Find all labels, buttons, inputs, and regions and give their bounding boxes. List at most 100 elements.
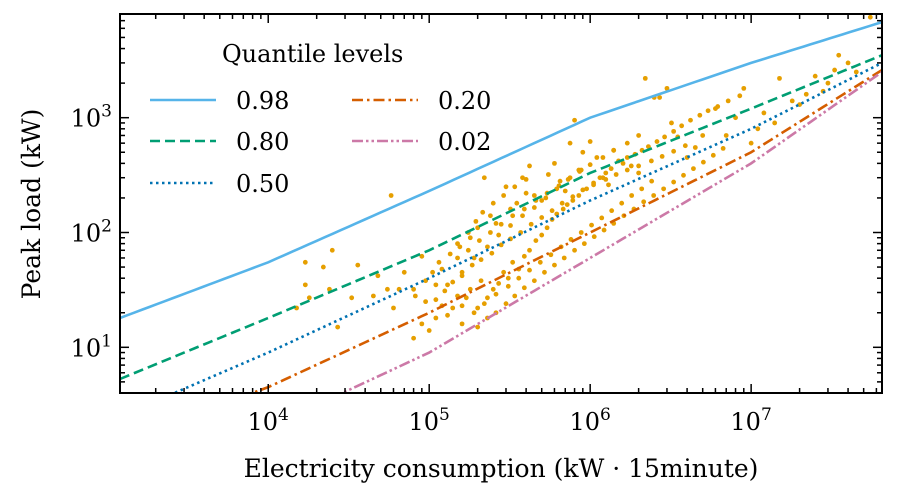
scatter-point bbox=[597, 175, 603, 181]
scatter-point bbox=[624, 140, 630, 146]
scatter-point bbox=[496, 232, 502, 238]
scatter-point bbox=[688, 117, 693, 123]
scatter-point bbox=[510, 213, 516, 219]
legend-label-q20: 0.20 bbox=[438, 87, 491, 115]
scatter-point bbox=[459, 321, 465, 327]
scatter-point bbox=[705, 108, 711, 114]
scatter-point bbox=[562, 188, 568, 194]
scatter-point bbox=[619, 200, 625, 206]
scatter-point bbox=[520, 213, 525, 219]
scatter-point bbox=[426, 328, 432, 333]
scatter-point bbox=[475, 305, 481, 311]
scatter-point bbox=[697, 112, 703, 118]
scatter-point bbox=[419, 253, 425, 259]
scatter-point bbox=[473, 218, 479, 224]
scatter-point bbox=[578, 167, 584, 173]
scatter-point bbox=[521, 253, 527, 259]
scatter-point bbox=[581, 241, 587, 247]
scatter-point bbox=[478, 257, 484, 263]
scatter-point bbox=[825, 80, 831, 86]
x-tick-label: 107 bbox=[730, 405, 771, 436]
scatter-point bbox=[608, 166, 614, 172]
scatter-point bbox=[591, 182, 596, 188]
scatter-point bbox=[436, 259, 442, 265]
scatter-point bbox=[812, 73, 818, 79]
scatter-point bbox=[445, 312, 450, 318]
scatter-point bbox=[567, 140, 573, 146]
scatter-point bbox=[433, 297, 439, 303]
scatter-point bbox=[349, 295, 355, 301]
scatter-point bbox=[329, 247, 335, 253]
scatter-point bbox=[457, 244, 463, 250]
scatter-point bbox=[603, 177, 609, 182]
scatter-point bbox=[591, 234, 597, 240]
scatter-point bbox=[485, 295, 490, 301]
x-tick-labels: 104 105 106 107 bbox=[248, 405, 772, 436]
scatter-point bbox=[572, 247, 577, 253]
scatter-point bbox=[544, 225, 550, 231]
scatter-point bbox=[642, 75, 648, 81]
scatter-point bbox=[636, 133, 642, 138]
scatter-point bbox=[335, 324, 341, 330]
x-axis-label: Electricity consumption (kW · 15minute) bbox=[244, 454, 759, 483]
scatter-point bbox=[521, 285, 527, 291]
scatter-point bbox=[803, 91, 809, 97]
scatter-point bbox=[853, 69, 859, 75]
scatter-point bbox=[761, 110, 767, 116]
scatter-point bbox=[628, 163, 634, 169]
scatter-point bbox=[576, 193, 582, 198]
scatter-point bbox=[527, 247, 532, 253]
scatter-point bbox=[542, 269, 547, 275]
x-tick-label: 106 bbox=[570, 405, 611, 436]
scatter-point bbox=[445, 282, 450, 288]
scatter-point bbox=[662, 134, 667, 140]
scatter-point bbox=[533, 238, 539, 244]
scatter-point bbox=[430, 269, 436, 275]
scatter-point bbox=[691, 166, 696, 172]
scatter-point bbox=[681, 172, 686, 178]
scatter-point bbox=[531, 278, 537, 284]
scatter-point bbox=[521, 206, 527, 212]
scatter-point bbox=[624, 167, 630, 173]
scatter-point bbox=[636, 170, 642, 176]
scatter-point bbox=[442, 288, 448, 294]
scatter-point bbox=[548, 252, 554, 258]
scatter-point bbox=[355, 262, 361, 268]
scatter-point bbox=[671, 179, 677, 185]
scatter-point bbox=[552, 160, 557, 166]
scatter-point bbox=[845, 60, 851, 66]
scatter-point bbox=[480, 209, 486, 215]
scatter-point bbox=[557, 178, 563, 184]
y-tick-label: 101 bbox=[71, 331, 112, 362]
scatter-point bbox=[587, 162, 593, 168]
scatter-point bbox=[467, 286, 473, 292]
scatter-point bbox=[720, 146, 726, 151]
scatter-point bbox=[710, 152, 716, 158]
scatter-point bbox=[620, 160, 626, 166]
scatter-point bbox=[603, 170, 609, 176]
scatter-point bbox=[600, 155, 606, 160]
y-tick-label: 103 bbox=[71, 102, 112, 133]
scatter-point bbox=[493, 291, 499, 297]
scatter-point bbox=[306, 295, 312, 301]
scatter-point bbox=[580, 149, 586, 155]
scatter-points bbox=[294, 14, 873, 341]
scatter-point bbox=[459, 303, 465, 309]
scatter-point bbox=[459, 273, 465, 279]
scatter-point bbox=[411, 286, 416, 292]
scatter-point bbox=[599, 215, 605, 221]
scatter-point bbox=[481, 301, 487, 307]
scatter-point bbox=[567, 175, 573, 181]
scatter-point bbox=[725, 98, 731, 104]
scatter-point bbox=[433, 315, 439, 321]
scatter-point bbox=[498, 221, 504, 227]
scatter-point bbox=[516, 275, 522, 281]
scatter-point bbox=[587, 139, 593, 144]
scatter-point bbox=[646, 144, 651, 150]
legend-label-q80: 0.80 bbox=[236, 128, 289, 156]
scatter-point bbox=[450, 305, 456, 311]
scatter-point bbox=[401, 269, 407, 275]
scatter-point bbox=[463, 295, 469, 301]
